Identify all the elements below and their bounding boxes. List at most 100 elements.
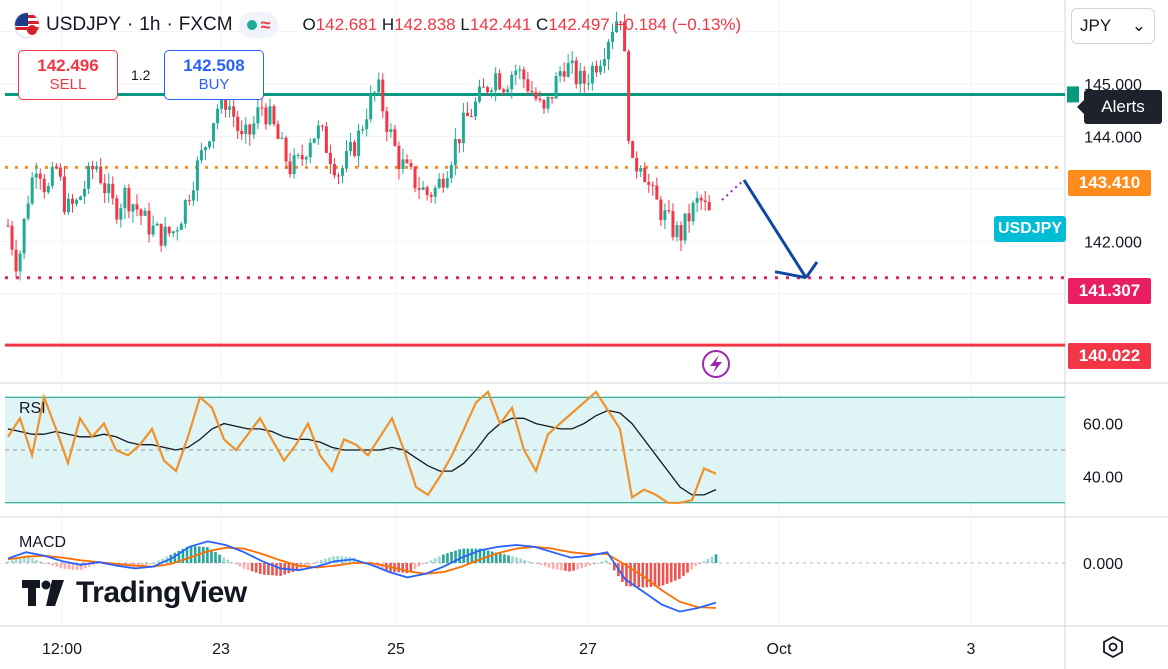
usdjpy-flag-icon — [14, 12, 40, 38]
candle-body — [288, 161, 292, 175]
macd-histogram-bar — [588, 563, 592, 566]
market-status-pill[interactable]: ≈ — [238, 12, 279, 38]
candle-body — [316, 125, 320, 139]
candle-body — [70, 198, 74, 204]
candle-body — [538, 98, 542, 101]
macd-histogram-bar — [625, 563, 628, 587]
macd-line — [7, 540, 717, 613]
macd-histogram-bar — [694, 563, 697, 567]
candle-body — [340, 167, 344, 176]
macd-histogram-bar — [51, 563, 55, 566]
candle-body — [139, 209, 143, 216]
candle-body — [167, 226, 171, 234]
candle-body — [228, 106, 232, 110]
candle-body — [465, 112, 469, 117]
candle-body — [550, 96, 554, 99]
candle-body — [369, 93, 373, 120]
candle-body — [514, 70, 518, 75]
rsi-label[interactable]: RSI — [19, 400, 46, 417]
macd-histogram-bar — [10, 560, 14, 563]
macd-histogram-bar — [608, 563, 612, 565]
close-value: 142.497 — [548, 15, 610, 34]
macd-histogram-bar — [405, 563, 409, 574]
candle-body — [542, 100, 546, 109]
candle-body — [83, 188, 87, 197]
alerts-tooltip: Alerts — [1077, 90, 1162, 124]
candle-body — [457, 138, 461, 144]
lightning-event-icon[interactable] — [702, 350, 730, 378]
macd-histogram-bar — [523, 559, 527, 563]
candle-body — [429, 194, 433, 197]
orange-level-price-label[interactable]: 143.410 — [1068, 170, 1151, 196]
macd-histogram-bar — [35, 559, 38, 563]
macd-histogram-bar — [564, 563, 567, 571]
macd-histogram-bar — [295, 563, 299, 571]
candle-body — [159, 223, 163, 246]
candle-body — [328, 152, 332, 165]
macd-histogram-bar — [291, 563, 295, 572]
projection-dotted-line — [721, 179, 745, 201]
candle-body — [578, 70, 582, 85]
candle-body — [34, 173, 38, 178]
candle-body — [486, 87, 490, 93]
macd-histogram-bar — [462, 548, 466, 563]
macd-histogram-bar — [669, 563, 673, 583]
time-tick-label: 23 — [212, 641, 230, 658]
projection-arrow-shaft — [742, 179, 808, 279]
candle-body — [494, 73, 498, 91]
candle-body — [659, 199, 663, 221]
candle-body — [683, 213, 687, 241]
macd-histogram-bar — [96, 563, 99, 564]
market-open-dot-icon — [246, 20, 257, 30]
candle-body — [183, 200, 187, 224]
price-tick-label: 144.000 — [1084, 129, 1142, 146]
currency-select[interactable]: JPY ⌄ — [1071, 8, 1155, 44]
candle-body — [671, 211, 675, 238]
candle-body — [586, 83, 590, 85]
macd-histogram-bar — [206, 547, 209, 563]
candle-body — [699, 197, 703, 201]
candle-body — [554, 76, 558, 99]
candle-body — [615, 21, 619, 32]
macd-histogram-bar — [710, 556, 714, 563]
candle-body — [469, 116, 473, 118]
buy-price: 142.508 — [183, 56, 245, 75]
macd-histogram-bar — [230, 561, 234, 563]
buy-button[interactable]: 142.508 BUY — [164, 50, 264, 100]
macd-histogram-bar — [279, 563, 282, 576]
macd-histogram-bar — [336, 556, 339, 563]
macd-histogram-bar — [600, 561, 604, 563]
candle-body — [171, 231, 175, 234]
currency-value: JPY — [1080, 16, 1112, 35]
macd-histogram-bar — [474, 548, 478, 563]
candle-body — [534, 92, 538, 99]
macd-histogram-bar — [161, 558, 164, 563]
macd-histogram-bar — [556, 563, 559, 570]
candle-body — [602, 59, 606, 66]
symbol-name[interactable]: USDJPY — [46, 14, 121, 35]
rsi-line — [7, 390, 717, 504]
macd-histogram-bar — [271, 563, 274, 576]
candle-body — [127, 187, 131, 212]
pink-level-price-label[interactable]: 141.307 — [1068, 278, 1151, 304]
macd-histogram-bar — [596, 563, 600, 564]
candle-body — [373, 92, 377, 94]
macd-histogram-bar — [258, 563, 262, 574]
macd-histogram-bar — [328, 557, 331, 563]
macd-histogram-bar — [263, 563, 266, 575]
axis-settings-icon[interactable] — [1103, 635, 1123, 659]
macd-histogram-bar — [649, 563, 653, 587]
interval-label[interactable]: 1h — [139, 14, 161, 35]
time-tick-label: 3 — [967, 641, 976, 658]
candle-body — [46, 185, 50, 193]
macd-label[interactable]: MACD — [19, 534, 67, 551]
macd-histogram-bar — [250, 563, 254, 572]
macd-histogram-bar — [226, 559, 230, 563]
sell-button[interactable]: 142.496 SELL — [18, 50, 118, 100]
red-level-price-label[interactable]: 140.022 — [1068, 343, 1151, 369]
macd-histogram-bar — [332, 556, 335, 563]
macd-histogram-bar — [442, 554, 445, 563]
open-value: 142.681 — [315, 15, 378, 34]
macd-histogram-bar — [397, 563, 400, 573]
